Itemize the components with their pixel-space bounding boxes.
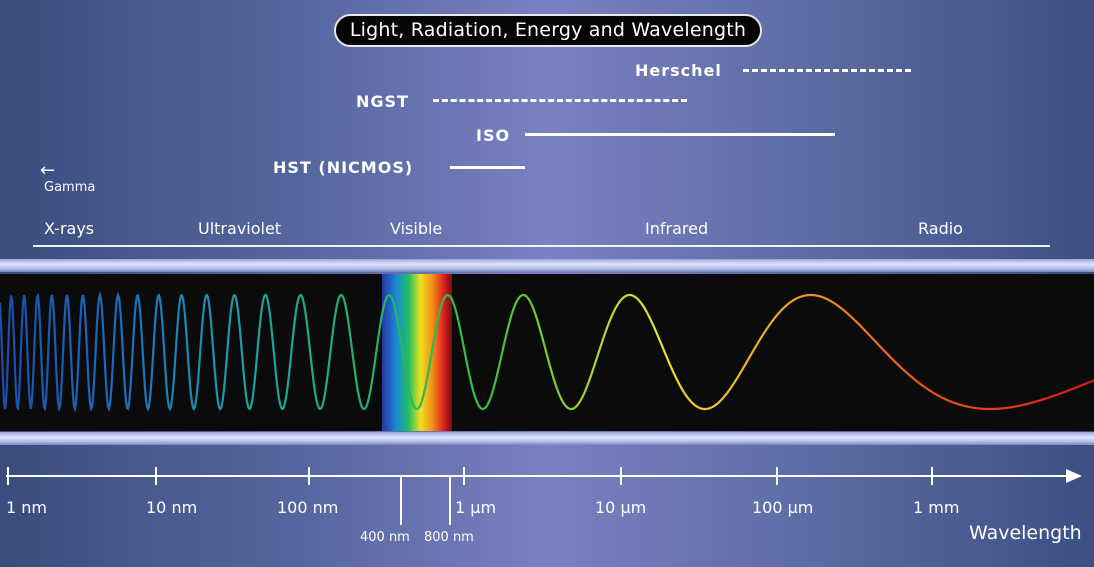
ngst-range-line (433, 99, 687, 102)
tick-label-1mm: 1 mm (913, 498, 960, 517)
diagram-title: Light, Radiation, Energy and Wavelength (334, 14, 762, 47)
band-label-gamma: Gamma (44, 180, 96, 195)
tick-label-100um: 100 µm (752, 498, 814, 517)
tick-label-100nm: 100 nm (277, 498, 339, 517)
tube-bottom-rail (0, 432, 1094, 445)
axis-arrow-icon (1066, 469, 1082, 483)
tube-top-rail (0, 259, 1094, 272)
axis-title: Wavelength (969, 522, 1082, 544)
mission-label-iso: ISO (476, 126, 511, 145)
band-label-visible: Visible (390, 219, 443, 238)
wave-svg (0, 274, 1094, 431)
tick-label-10um: 10 µm (595, 498, 647, 517)
mission-label-hst: HST (NICMOS) (273, 158, 414, 177)
label-800nm: 800 nm (424, 530, 474, 545)
tick-label-10nm: 10 nm (146, 498, 198, 517)
mission-label-herschel: Herschel (635, 61, 722, 80)
band-divider-line (33, 245, 1050, 247)
hst-range-line (450, 166, 525, 169)
band-label-ultraviolet: Ultraviolet (198, 219, 282, 238)
band-label-radio: Radio (918, 219, 963, 238)
label-400nm: 400 nm (360, 530, 410, 545)
band-label-xrays: X-rays (44, 219, 95, 238)
wavelength-axis (6, 467, 1082, 525)
mission-label-ngst: NGST (356, 92, 409, 111)
herschel-range-line (743, 69, 911, 72)
iso-range-line (525, 133, 835, 136)
band-label-infrared: Infrared (645, 219, 709, 238)
wave-line (0, 291, 1094, 414)
tick-label-1um: 1 µm (455, 498, 497, 517)
tick-label-1nm: 1 nm (6, 498, 47, 517)
left-arrow-icon: ← (40, 160, 56, 181)
wave-panel (0, 274, 1094, 431)
